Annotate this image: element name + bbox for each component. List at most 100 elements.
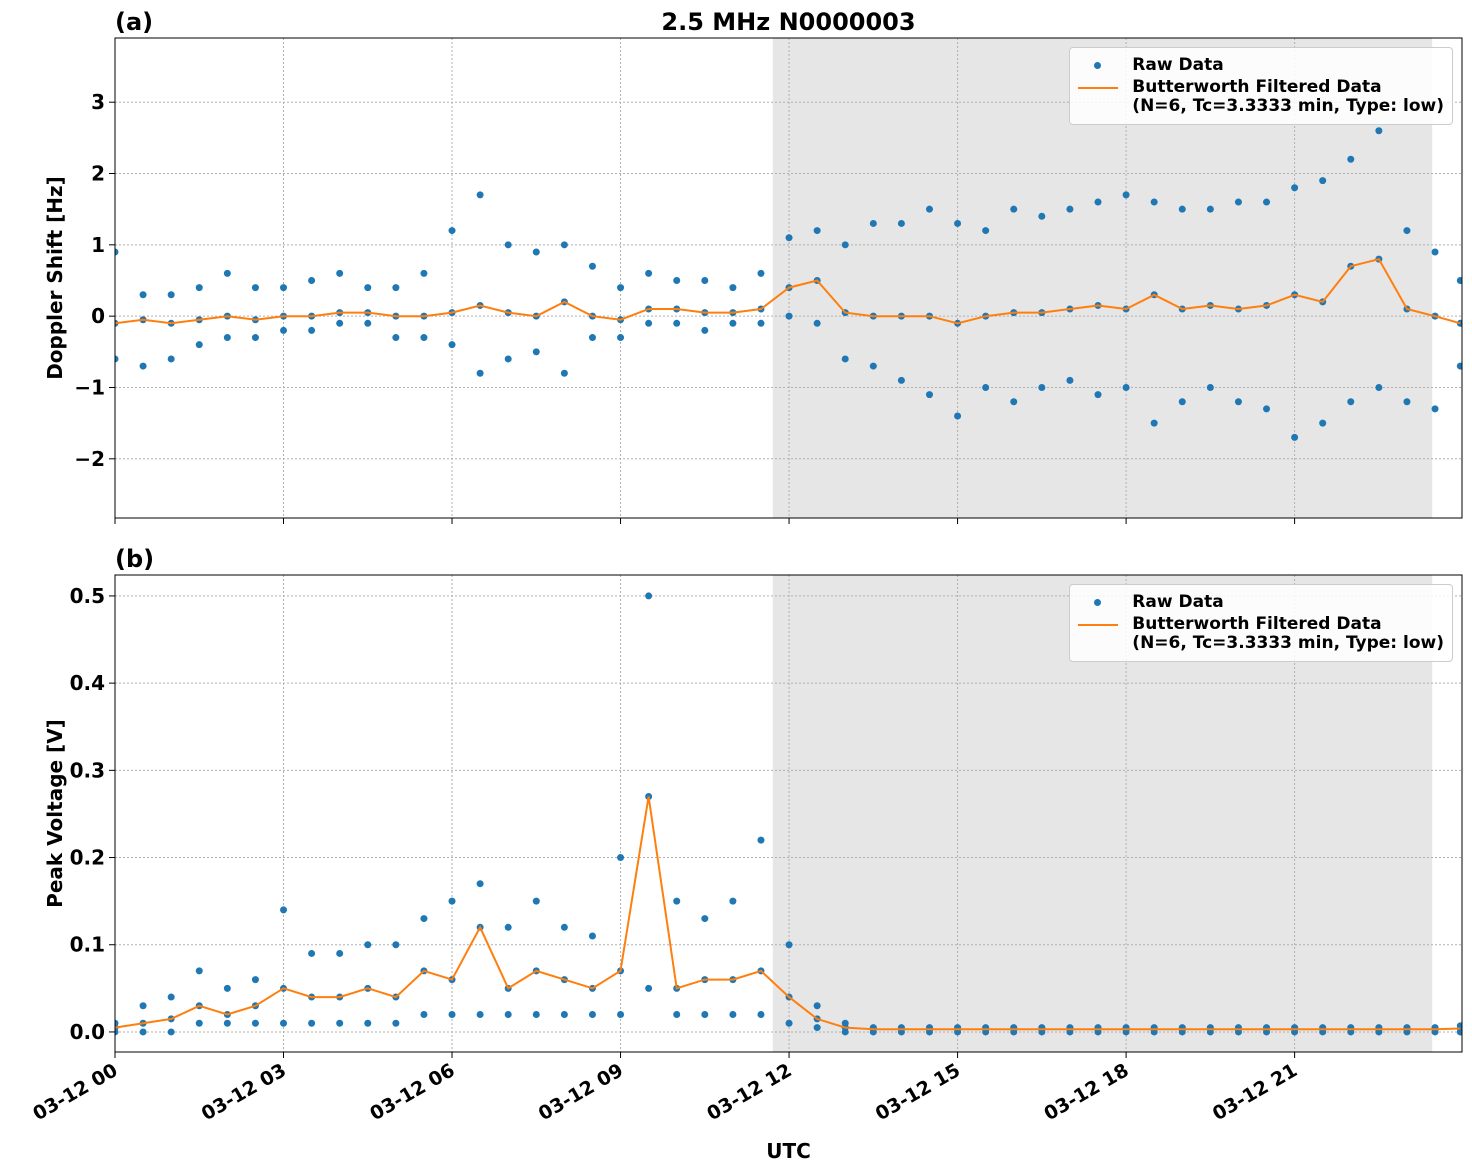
raw-point	[982, 383, 990, 391]
x-tick-label: 03-12 12	[703, 1059, 795, 1125]
raw-point	[1150, 198, 1158, 206]
y-axis-label: Peak Voltage [V]	[43, 719, 67, 908]
raw-point	[1178, 398, 1186, 406]
y-tick-label: 0.4	[70, 671, 105, 695]
raw-point	[1347, 155, 1355, 163]
raw-point	[308, 1019, 316, 1027]
raw-point	[448, 341, 456, 349]
raw-point	[757, 836, 765, 844]
raw-point	[251, 334, 259, 342]
raw-point	[785, 941, 793, 949]
legend-label: Raw Data	[1132, 592, 1224, 612]
raw-point	[1038, 383, 1046, 391]
raw-point	[195, 341, 203, 349]
raw-point	[1456, 276, 1462, 284]
raw-point	[1291, 184, 1299, 192]
raw-point	[869, 219, 877, 227]
raw-point	[645, 592, 653, 600]
raw-point	[223, 984, 231, 992]
raw-point	[364, 319, 372, 327]
raw-point	[280, 284, 288, 292]
raw-point	[280, 906, 288, 914]
raw-point	[308, 276, 316, 284]
x-tick-label: 03-12 00	[29, 1059, 121, 1125]
raw-point	[1263, 198, 1271, 206]
raw-point	[336, 1019, 344, 1027]
legend-marker	[1094, 62, 1102, 69]
raw-point	[1375, 383, 1383, 391]
raw-point	[841, 241, 849, 249]
y-tick-label: 0.3	[70, 758, 105, 782]
raw-point	[223, 269, 231, 277]
raw-point	[588, 262, 596, 270]
raw-point	[364, 941, 372, 949]
raw-point	[1431, 405, 1439, 413]
raw-point	[139, 291, 147, 299]
raw-point	[645, 269, 653, 277]
raw-point	[1319, 177, 1327, 185]
panel-label: (b)	[115, 545, 154, 573]
raw-point	[195, 967, 203, 975]
raw-point	[701, 1011, 709, 1019]
legend-entry: Butterworth Filtered Data (N=6, Tc=3.333…	[1078, 78, 1444, 116]
raw-point	[925, 391, 933, 399]
legend-label: Butterworth Filtered Data (N=6, Tc=3.333…	[1132, 77, 1444, 116]
raw-point	[420, 915, 428, 923]
legend-key	[1078, 593, 1118, 613]
raw-point	[251, 976, 259, 984]
raw-point	[841, 1019, 849, 1027]
raw-point	[504, 1011, 512, 1019]
raw-point	[504, 355, 512, 363]
raw-point	[1206, 205, 1214, 213]
raw-point	[954, 412, 962, 420]
raw-point	[476, 880, 484, 888]
raw-point	[1094, 391, 1102, 399]
raw-point	[280, 326, 288, 334]
raw-point	[1038, 212, 1046, 220]
raw-point	[1010, 398, 1018, 406]
x-axis-label: UTC	[766, 1139, 811, 1163]
raw-point	[167, 355, 175, 363]
raw-point	[280, 1019, 288, 1027]
legend-label: Butterworth Filtered Data (N=6, Tc=3.333…	[1132, 614, 1444, 653]
x-tick-label: 03-12 18	[1040, 1059, 1132, 1125]
raw-point	[167, 1028, 175, 1036]
legend-key	[1078, 56, 1118, 76]
raw-point	[336, 319, 344, 327]
raw-point	[115, 248, 119, 256]
raw-point	[617, 1011, 625, 1019]
raw-point	[560, 241, 568, 249]
raw-point	[308, 326, 316, 334]
y-tick-label: 0.5	[70, 584, 105, 608]
raw-point	[532, 248, 540, 256]
legend-key	[1078, 78, 1119, 98]
filtered-line	[115, 796, 1461, 1031]
raw-point	[1234, 198, 1242, 206]
y-tick-label: 0.2	[70, 846, 105, 870]
raw-point	[1094, 198, 1102, 206]
y-tick-label: 3	[91, 90, 105, 114]
raw-point	[1403, 398, 1411, 406]
raw-point	[673, 276, 681, 284]
raw-point	[729, 284, 737, 292]
raw-point	[1122, 191, 1130, 199]
raw-point	[813, 319, 821, 327]
raw-point	[813, 227, 821, 235]
y-tick-label: 0.0	[70, 1020, 105, 1044]
raw-point	[532, 348, 540, 356]
raw-point	[729, 319, 737, 327]
raw-point	[1319, 419, 1327, 427]
raw-point	[364, 284, 372, 292]
raw-point	[588, 1011, 596, 1019]
raw-point	[115, 355, 119, 363]
raw-point	[588, 932, 596, 940]
raw-point	[251, 284, 259, 292]
filtered-line	[115, 257, 1461, 325]
raw-point	[1291, 433, 1299, 441]
chart-title: 2.5 MHz N0000003	[661, 8, 915, 36]
x-tick-label: 03-12 03	[198, 1059, 290, 1125]
x-tick-label: 03-12 06	[366, 1059, 458, 1125]
raw-point	[757, 319, 765, 327]
raw-point	[701, 915, 709, 923]
